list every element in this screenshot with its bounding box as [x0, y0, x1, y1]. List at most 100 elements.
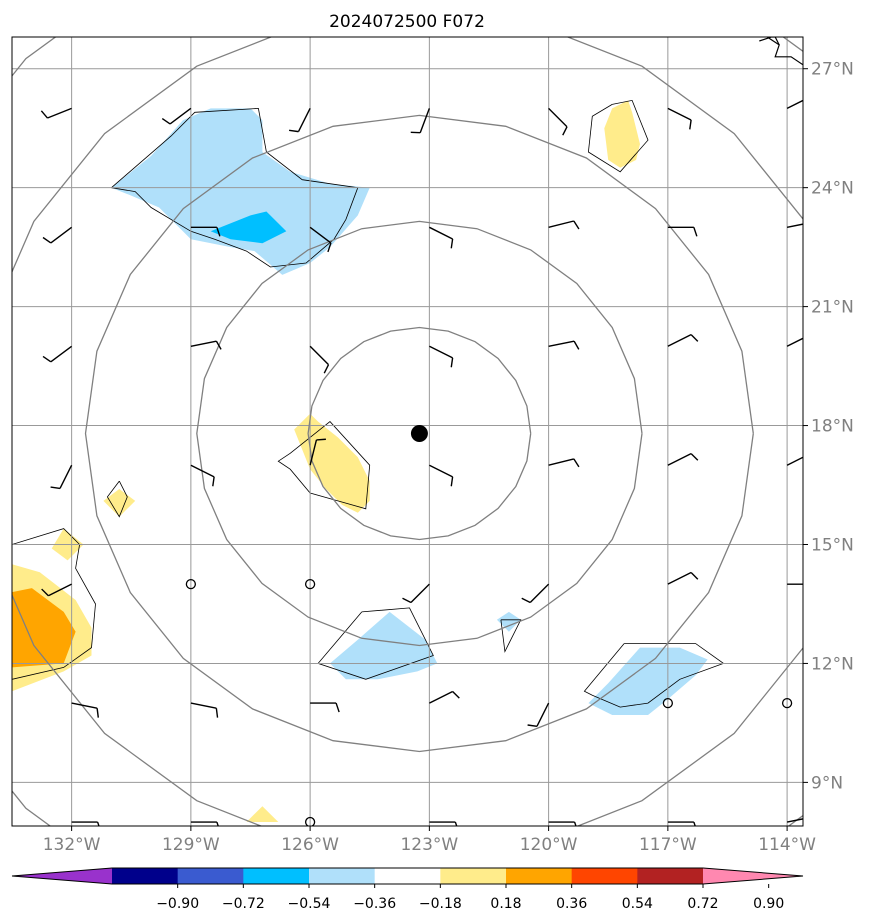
- wind-barb-feather: [693, 821, 696, 826]
- chart-title: 2024072500 F072: [329, 12, 485, 32]
- wind-barb-staff: [429, 690, 453, 704]
- wind-barb-feather: [450, 476, 454, 487]
- colorbar-bin: [374, 868, 441, 884]
- wind-barb-calm: [781, 697, 793, 709]
- wind-barb-calm: [185, 578, 197, 590]
- y-tick-label: 27°N: [811, 60, 854, 80]
- range-ring: [84, 114, 754, 753]
- wind-barb-staff: [190, 702, 217, 709]
- wind-barb-feather: [96, 821, 100, 826]
- wind-barb-staff: [786, 456, 803, 466]
- wind-barb-staff: [548, 107, 568, 128]
- wind-barb: [667, 821, 696, 826]
- wind-barb: [41, 583, 72, 597]
- wind-barb-staff: [50, 345, 73, 363]
- wind-barb: [310, 702, 340, 713]
- wind-barb: [71, 702, 99, 718]
- wind-barb: [786, 337, 803, 347]
- wind-barb-feather: [562, 126, 568, 136]
- wind-barb-feather: [690, 453, 699, 461]
- wind-barb-staff: [47, 107, 72, 119]
- wind-barb-feather: [323, 364, 330, 374]
- shaded-region: [294, 413, 370, 513]
- wind-barb-staff: [548, 340, 575, 347]
- wind-barb-staff: [50, 226, 73, 244]
- wind-barb: [288, 108, 311, 133]
- wind-barb-staff: [48, 583, 72, 597]
- wind-barb: [429, 226, 454, 249]
- wind-barb: [786, 99, 803, 109]
- wind-barb: [548, 821, 577, 826]
- y-axis: 9°N 12°N 15°N 18°N 21°N 24°N 27°N: [803, 60, 854, 793]
- shaded-region: [103, 489, 136, 517]
- wind-barb-calm: [662, 697, 674, 709]
- y-tick-label: 15°N: [811, 535, 854, 555]
- colorbar-tick-label: 0.36: [556, 896, 587, 912]
- shaded-region: [330, 611, 438, 680]
- wind-barb-staff: [536, 702, 550, 727]
- shaded-region: [12, 588, 76, 668]
- colorbar-bin: [440, 868, 507, 884]
- wind-barb-staff: [309, 345, 329, 366]
- shaded-region: [496, 611, 521, 632]
- wind-barb-calm: [304, 578, 316, 590]
- gridline-layer: [12, 37, 803, 826]
- colorbar-tick-label: 0.72: [687, 896, 718, 912]
- wind-barb: [42, 345, 73, 363]
- wind-barb-staff: [548, 220, 575, 228]
- wind-barb: [309, 438, 326, 466]
- wind-barb-staff: [786, 223, 803, 228]
- colorbar-bin: [571, 868, 638, 884]
- colorbar-bin: [309, 868, 376, 884]
- colorbar-tick-label: 0.18: [490, 896, 521, 912]
- colorbar-tick-label: −0.36: [353, 896, 396, 912]
- wind-barb-feather: [216, 227, 221, 237]
- wind-barb-feather: [316, 438, 326, 441]
- colorbar-extend-high: [703, 868, 803, 884]
- wind-barb-feather: [335, 702, 340, 713]
- wind-barb-staff: [667, 452, 692, 466]
- x-tick-label: 129°W: [162, 835, 220, 855]
- wind-barb: [548, 107, 568, 136]
- colorbar-bin: [637, 868, 704, 884]
- shaded-region: [588, 647, 708, 715]
- wind-barb: [40, 107, 72, 119]
- wind-barb-feather: [212, 476, 215, 487]
- y-tick-label: 18°N: [811, 417, 854, 437]
- wind-barb-feather: [521, 597, 531, 604]
- colorbar-bin: [506, 868, 573, 884]
- plot-frame: [11, 36, 804, 827]
- colorbar-tick-label: −0.54: [288, 896, 331, 912]
- wind-barb: [548, 340, 580, 350]
- wind-barb: [786, 223, 803, 228]
- contour-line: [12, 528, 96, 680]
- wind-barb-feather: [810, 454, 817, 461]
- x-tick-label: 120°W: [520, 835, 578, 855]
- colorbar-tick-label: 0.54: [622, 896, 653, 912]
- wind-barb: [429, 345, 454, 368]
- wind-barb: [667, 334, 699, 347]
- wind-barb: [786, 454, 817, 466]
- wind-barb-staff: [667, 107, 692, 121]
- shaded-region: [604, 100, 640, 168]
- wind-barb: [190, 226, 221, 237]
- wind-barb-staff: [429, 464, 453, 478]
- wind-barb-staff: [667, 571, 692, 585]
- wind-barb-staff: [71, 702, 98, 709]
- wind-barb-feather: [215, 708, 219, 718]
- wind-barb: [190, 821, 219, 826]
- wind-barb-feather: [41, 588, 49, 597]
- wind-barb: [402, 583, 430, 604]
- contour-line: [583, 643, 725, 708]
- wind-barb-feather: [450, 357, 454, 368]
- range-ring: [307, 326, 532, 541]
- wind-barb-staff: [190, 340, 217, 347]
- colorbar: −0.90 −0.72 −0.54 −0.36 −0.18 0.18 0.36 0.54 0.7…: [11, 867, 804, 912]
- wind-barb: [787, 583, 816, 593]
- wind-barb-staff: [429, 345, 453, 359]
- wind-barb-feather: [813, 584, 816, 593]
- wind-barb: [309, 226, 332, 253]
- wind-barb-feather: [288, 129, 299, 133]
- wind-barb-feather: [454, 821, 458, 826]
